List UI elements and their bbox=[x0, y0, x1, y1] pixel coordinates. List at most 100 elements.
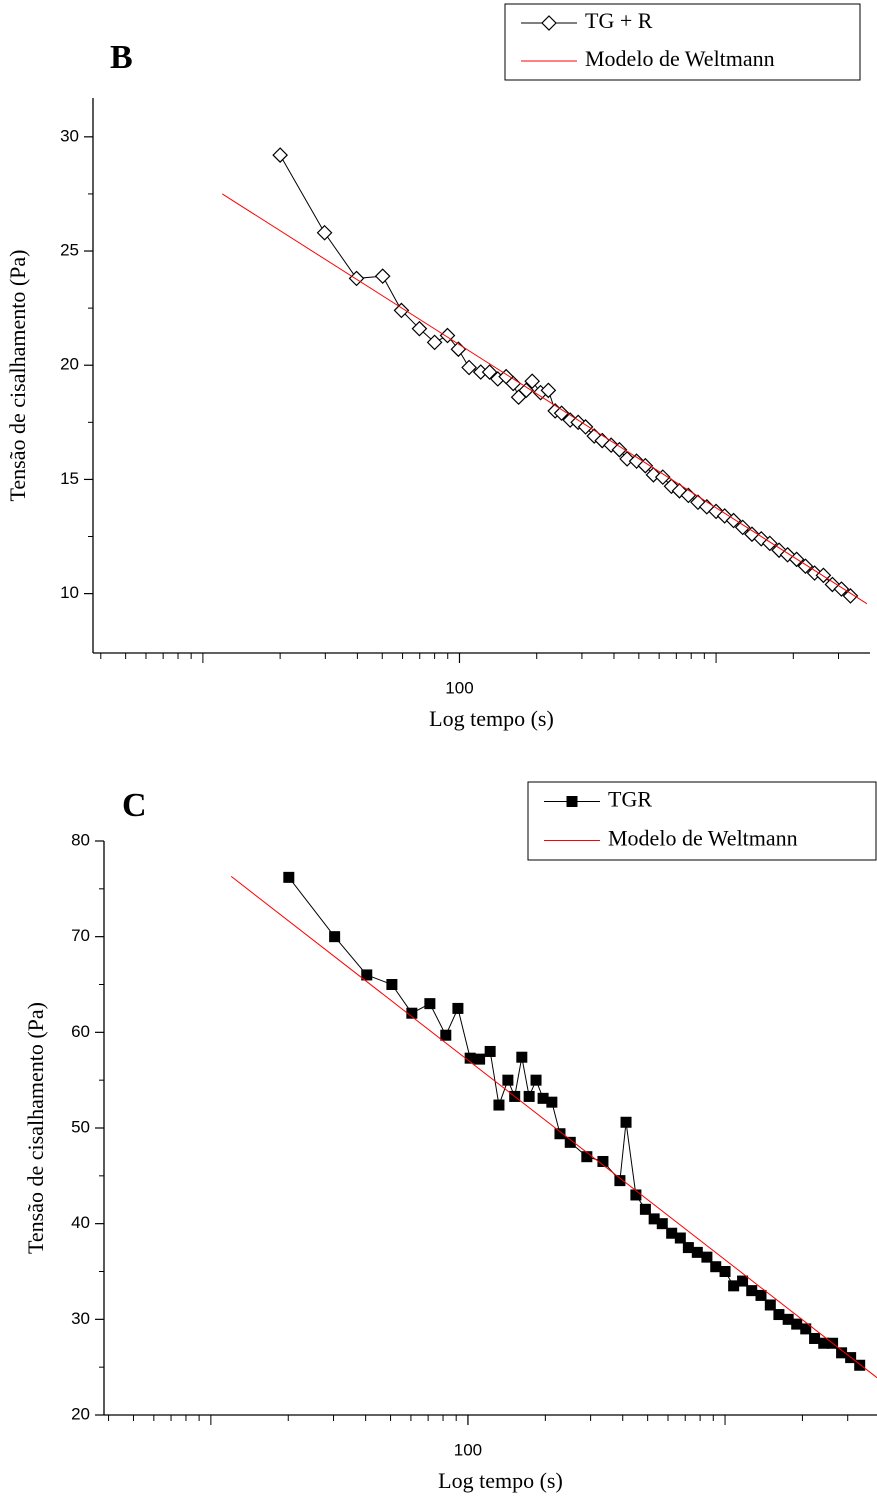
marker bbox=[682, 1242, 694, 1254]
legend-label: TGR bbox=[608, 787, 652, 812]
series-line bbox=[288, 877, 861, 1366]
y-tick-label: 15 bbox=[60, 469, 79, 488]
marker bbox=[645, 467, 662, 483]
marker bbox=[493, 1099, 505, 1111]
panel-label: C bbox=[122, 787, 147, 824]
marker bbox=[818, 1337, 830, 1349]
marker bbox=[764, 1299, 776, 1311]
marker bbox=[426, 334, 443, 351]
marker bbox=[614, 1175, 626, 1187]
marker bbox=[386, 979, 398, 990]
y-axis-title: Tensão de cisalhamento (Pa) bbox=[23, 1002, 48, 1254]
marker bbox=[648, 1213, 660, 1225]
legend-label: Modelo de Weltmann bbox=[585, 46, 775, 71]
marker bbox=[540, 382, 557, 399]
marker bbox=[710, 1261, 722, 1273]
marker bbox=[620, 1116, 632, 1128]
marker bbox=[329, 931, 341, 943]
marker bbox=[719, 1266, 731, 1277]
marker bbox=[566, 796, 578, 807]
legend-label: Modelo de Weltmann bbox=[608, 826, 798, 851]
marker bbox=[411, 320, 428, 337]
marker bbox=[619, 451, 635, 467]
marker bbox=[406, 1007, 418, 1019]
x-axis-title: Log tempo (s) bbox=[429, 706, 554, 731]
marker bbox=[424, 998, 436, 1010]
marker bbox=[374, 268, 391, 284]
marker bbox=[637, 457, 654, 474]
x-tick-label: 100 bbox=[454, 1440, 482, 1459]
marker bbox=[842, 588, 859, 604]
marker bbox=[439, 327, 456, 344]
marker bbox=[393, 302, 410, 319]
marker bbox=[755, 1289, 767, 1301]
marker bbox=[481, 364, 498, 380]
marker bbox=[701, 1251, 713, 1263]
marker bbox=[546, 1096, 558, 1108]
marker bbox=[746, 1285, 758, 1297]
marker bbox=[800, 1323, 812, 1335]
marker bbox=[523, 1090, 535, 1102]
marker bbox=[505, 375, 522, 392]
marker bbox=[524, 373, 541, 390]
marker bbox=[654, 469, 671, 485]
marker bbox=[773, 1309, 785, 1321]
marker bbox=[791, 1318, 803, 1330]
marker bbox=[833, 581, 850, 597]
marker bbox=[272, 147, 288, 163]
marker bbox=[452, 1002, 464, 1014]
marker bbox=[461, 359, 477, 376]
marker bbox=[663, 478, 680, 495]
marker bbox=[564, 1136, 576, 1148]
y-tick-label: 20 bbox=[71, 1404, 90, 1423]
y-tick-label: 25 bbox=[60, 241, 79, 260]
marker bbox=[537, 1092, 549, 1104]
marker bbox=[440, 1029, 452, 1041]
marker bbox=[611, 441, 628, 458]
marker bbox=[836, 1347, 848, 1359]
marker bbox=[518, 382, 535, 399]
y-tick-label: 30 bbox=[60, 126, 79, 145]
marker bbox=[316, 224, 333, 241]
y-tick-label: 50 bbox=[71, 1117, 90, 1136]
y-tick-label: 60 bbox=[71, 1022, 90, 1041]
marker bbox=[737, 1275, 749, 1287]
marker bbox=[824, 576, 841, 593]
marker bbox=[708, 503, 724, 520]
marker bbox=[484, 1045, 496, 1057]
marker bbox=[691, 1246, 703, 1258]
marker bbox=[530, 1074, 542, 1086]
y-tick-label: 40 bbox=[71, 1213, 90, 1232]
marker bbox=[630, 1189, 642, 1201]
x-axis-title: Log tempo (s) bbox=[438, 1468, 563, 1493]
y-tick-label: 10 bbox=[60, 583, 79, 602]
y-tick-label: 30 bbox=[71, 1309, 90, 1328]
marker bbox=[474, 1053, 486, 1065]
marker bbox=[761, 535, 778, 552]
marker bbox=[464, 1052, 476, 1064]
marker bbox=[554, 1128, 566, 1140]
marker bbox=[581, 1151, 593, 1163]
series-line bbox=[222, 193, 868, 605]
marker bbox=[782, 1313, 794, 1325]
marker bbox=[666, 1227, 678, 1239]
series-line bbox=[230, 876, 877, 1379]
legend-label: TG + R bbox=[585, 8, 653, 33]
marker bbox=[502, 1074, 514, 1086]
legend-box bbox=[504, 3, 861, 81]
marker bbox=[348, 270, 365, 287]
x-tick-label: 100 bbox=[445, 678, 473, 697]
marker bbox=[734, 519, 751, 536]
marker bbox=[283, 871, 295, 883]
marker bbox=[361, 969, 373, 981]
marker bbox=[516, 1051, 528, 1063]
marker bbox=[806, 565, 823, 581]
marker bbox=[854, 1359, 866, 1371]
y-tick-label: 20 bbox=[60, 355, 79, 374]
marker bbox=[809, 1332, 821, 1344]
marker bbox=[597, 1155, 609, 1167]
marker bbox=[656, 1218, 668, 1230]
y-axis-title: Tensão de cisalhamento (Pa) bbox=[5, 250, 30, 502]
marker bbox=[674, 1232, 686, 1244]
